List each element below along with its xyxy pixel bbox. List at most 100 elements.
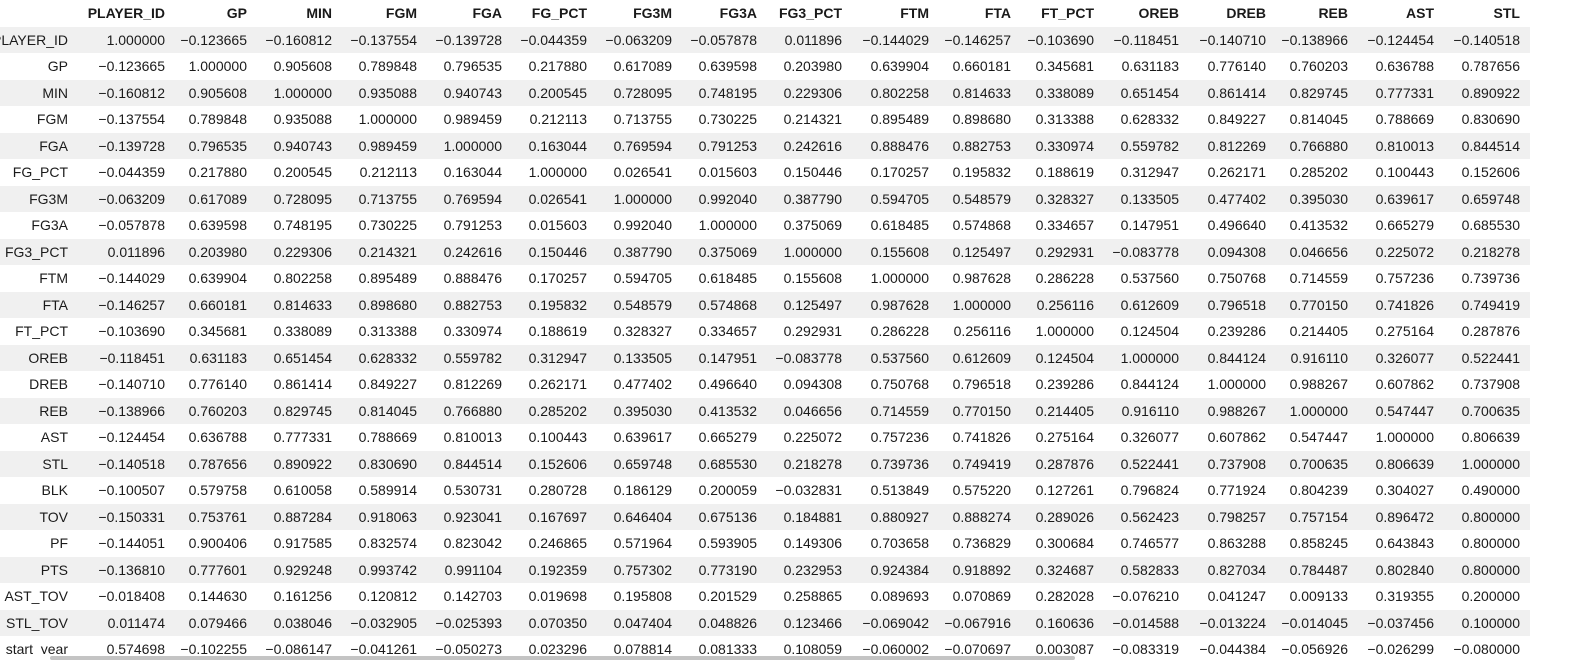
table-cell: 0.152606 [1461,164,1520,181]
table-cell: 0.730225 [358,217,417,234]
table-cell: 0.863288 [1207,535,1266,552]
table-cell: −0.136810 [98,561,165,578]
row-label: PLAYER_ID [0,31,68,48]
table-cell: 0.829745 [273,402,332,419]
table-cell: 0.275164 [1375,323,1434,340]
table-cell: 0.011896 [784,31,842,48]
table-cell: 0.046656 [1289,243,1348,260]
table-cell: 0.749419 [952,455,1011,472]
table-cell: 0.685530 [1461,217,1520,234]
table-cell: 0.387790 [783,190,842,207]
table-cell: 0.163044 [528,137,587,154]
table-cell: 0.282028 [1035,588,1094,605]
table-cell: 0.639598 [698,58,757,75]
table-cell: 0.285202 [528,402,587,419]
table-cell: 0.258865 [783,588,842,605]
table-row: PTS −0.136810 0.777601 0.929248 0.993742 0.99… [0,556,1530,583]
table-cell: −0.160812 [98,84,165,101]
table-cell: 0.993742 [358,561,417,578]
table-cell: −0.057878 [690,31,757,48]
table-cell: 0.081333 [698,641,757,658]
table-cell: 0.858245 [1289,535,1348,552]
row-label: DREB [29,376,68,393]
table-cell: −0.150331 [98,508,165,525]
table-cell: 0.896472 [1375,508,1434,525]
table-cell: 0.700635 [1289,455,1348,472]
column-header-fgm: FGM [342,0,427,27]
table-cell: 0.607862 [1207,429,1266,446]
table-cell: 0.094308 [783,376,842,393]
column-header-oreb: OREB [1104,0,1189,27]
table-cell: −0.014045 [1281,614,1348,631]
table-cell: −0.069042 [862,614,929,631]
table-cell: 0.757236 [1375,270,1434,287]
table-cell: 0.660181 [188,296,247,313]
table-cell: 0.659748 [613,455,672,472]
table-cell: 0.988267 [1207,402,1266,419]
table-cell: 0.496640 [1207,217,1266,234]
table-cell: 0.748195 [698,84,757,101]
table-cell: 0.144630 [188,588,247,605]
table-cell: 0.918892 [952,561,1011,578]
table-cell: 0.829745 [1289,84,1348,101]
table-cell: 0.617089 [188,190,247,207]
table-cell: 0.929248 [273,561,332,578]
table-cell: 1.000000 [528,164,587,181]
table-cell: 0.262171 [1207,164,1266,181]
table-cell: 0.313388 [358,323,417,340]
table-cell: 0.746577 [1120,535,1179,552]
table-cell: −0.118451 [99,349,165,366]
table-cell: 0.170257 [870,164,929,181]
table-cell: 0.918063 [358,508,417,525]
row-label: STL_TOV [6,614,68,631]
column-header-ast: AST [1358,0,1444,27]
table-cell: 0.787656 [1461,58,1520,75]
table-cell: 0.214405 [1289,323,1348,340]
table-cell: 0.313388 [1035,111,1094,128]
table-cell: 0.212113 [359,164,417,181]
table-cell: 0.796518 [952,376,1011,393]
table-cell: 0.991104 [444,561,502,578]
table-cell: 0.200545 [528,84,587,101]
table-cell: 0.522441 [1461,349,1520,366]
horizontal-scrollbar[interactable] [0,654,1586,663]
table-cell: 0.345681 [188,323,247,340]
table-cell: 0.827034 [1207,561,1266,578]
table-cell: −0.124454 [1367,31,1434,48]
table-cell: 0.575220 [952,482,1011,499]
table-cell: 0.895489 [870,111,929,128]
table-cell: −0.124454 [98,429,165,446]
table-cell: 0.618485 [698,270,757,287]
table-cell: 0.214405 [1035,402,1094,419]
table-cell: 0.048826 [698,614,757,631]
row-label: FG3M [29,190,68,207]
table-cell: 0.789848 [358,58,417,75]
table-cell: 0.582833 [1120,561,1179,578]
table-cell: 0.789848 [188,111,247,128]
table-cell: 0.292931 [1035,243,1094,260]
table-cell: 0.888274 [952,508,1011,525]
table-cell: 0.070350 [528,614,587,631]
table-cell: 0.262171 [528,376,587,393]
table-cell: 0.026541 [528,190,587,207]
table-cell: −0.138966 [1281,31,1348,48]
table-cell: 0.749419 [1461,296,1520,313]
table-row: FTA −0.146257 0.660181 0.814633 0.898680 0.88… [0,291,1530,318]
table-cell: −0.032831 [775,482,842,499]
table-cell: 0.242616 [783,137,842,154]
table-cell: 0.490000 [1461,482,1520,499]
table-cell: 0.011474 [107,614,165,631]
table-cell: 0.631183 [1121,58,1179,75]
table-cell: 0.905608 [188,84,247,101]
table-cell: 0.750768 [870,376,929,393]
table-row: MIN −0.160812 0.905608 1.000000 0.935088 0.94… [0,79,1530,106]
table-cell: 0.810013 [1375,137,1434,154]
table-cell: 0.612609 [952,349,1011,366]
column-header-fg3-pct: FG3_PCT [767,0,852,27]
table-cell: 0.217880 [528,58,587,75]
table-cell: 0.992040 [698,190,757,207]
table-cell: 0.188619 [528,323,587,340]
horizontal-scrollbar-thumb[interactable] [50,656,1075,660]
table-row: REB −0.138966 0.760203 0.829745 0.814045 0.76… [0,397,1530,424]
